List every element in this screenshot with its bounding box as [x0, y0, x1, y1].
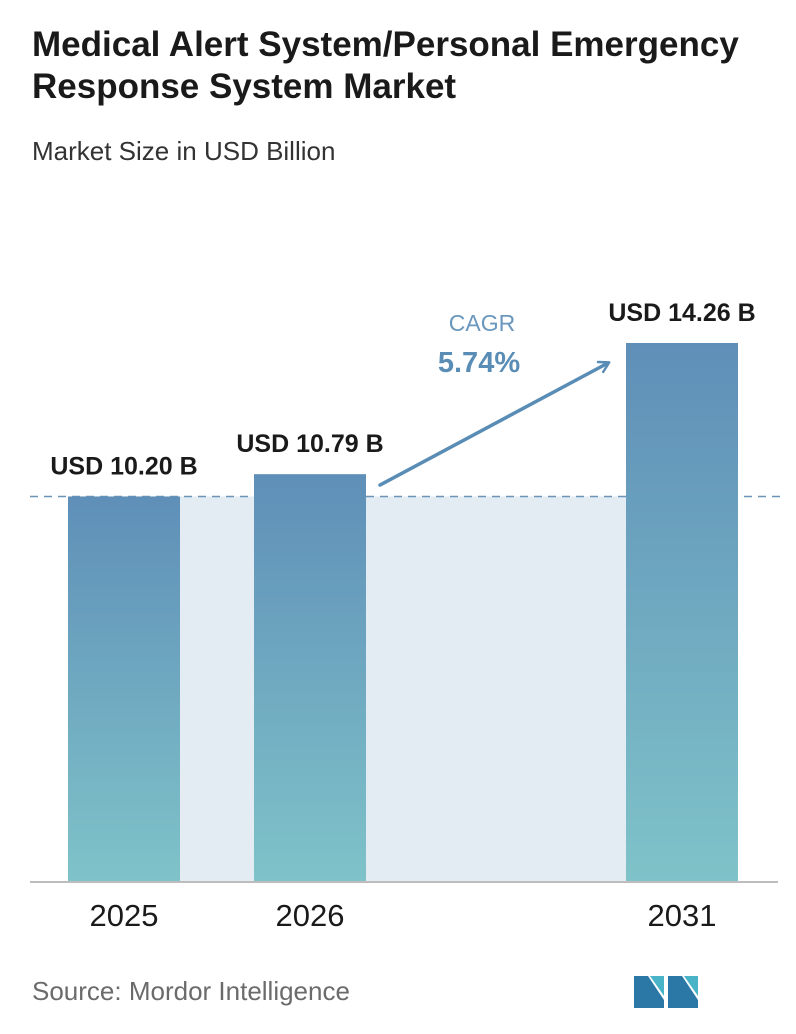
cagr-arrow — [378, 360, 611, 487]
bar-2031 — [626, 343, 738, 882]
reference-band — [366, 496, 626, 882]
x-tick-label-2031: 2031 — [648, 898, 717, 933]
bar-2026 — [254, 474, 366, 882]
cagr-label: CAGR — [449, 310, 515, 336]
bar-chart: USD 10.20 B 2025 USD 10.79 B 2026 USD 14.26 … — [30, 299, 780, 933]
value-label-2025: USD 10.20 B — [50, 452, 197, 480]
mordor-intelligence-logo-icon — [634, 976, 698, 1008]
value-label-2026: USD 10.79 B — [236, 430, 383, 458]
value-label-2031: USD 14.26 B — [608, 299, 755, 327]
bar-2025 — [68, 496, 180, 882]
chart-title: Medical Alert System/Personal Emergency … — [32, 25, 739, 106]
cagr-value: 5.74% — [438, 347, 520, 379]
source-label: Source: Mordor Intelligence — [32, 976, 350, 1006]
x-tick-label-2026: 2026 — [276, 898, 345, 933]
x-tick-label-2025: 2025 — [90, 898, 159, 933]
chart-subtitle: Market Size in USD Billion — [32, 136, 336, 166]
reference-band — [180, 496, 254, 882]
